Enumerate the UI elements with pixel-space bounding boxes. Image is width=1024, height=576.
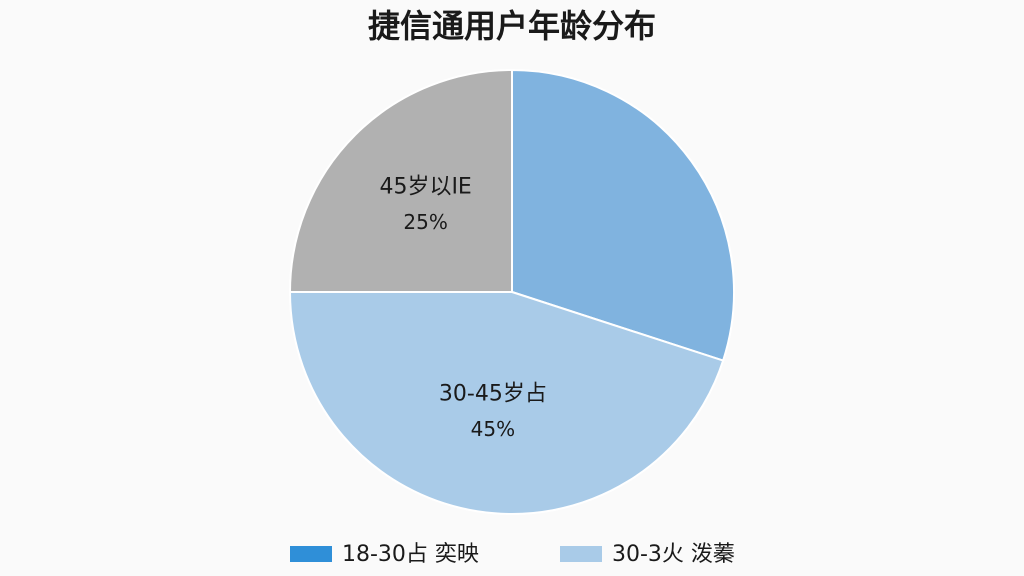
legend-label: 30-3火 泼蓁 [612,542,735,567]
slice-value-label: 45% [471,417,515,441]
slice-label: 45岁以IE [379,175,471,200]
legend-swatch [560,546,602,562]
chart-title: 捷信通用户年龄分布 [368,7,656,45]
legend-label: 18-30占 奕映 [342,542,479,567]
pie-slice [288,68,513,293]
slice-value-label: 25% [403,210,447,234]
pie-slice [288,291,725,515]
legend-swatch [290,546,332,562]
pie-slice [511,68,735,362]
slice-label: 30-45岁占 [439,382,547,407]
